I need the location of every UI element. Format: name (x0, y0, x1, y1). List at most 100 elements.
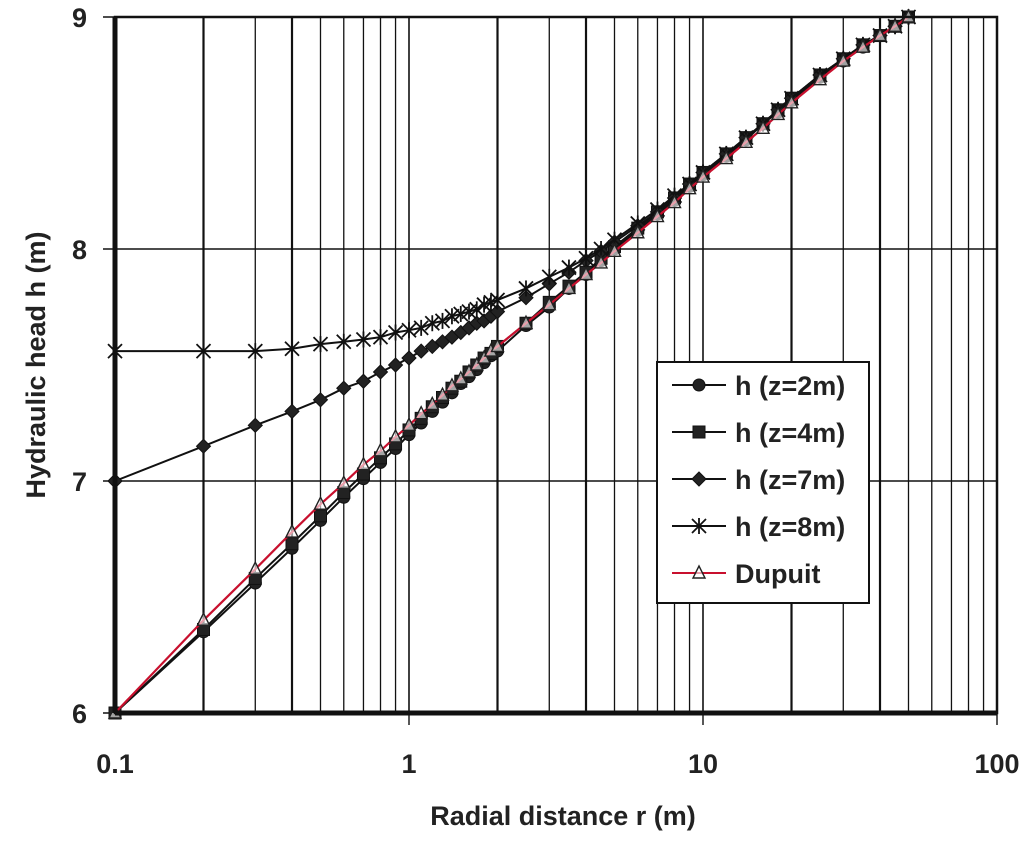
triangle-marker (542, 296, 557, 311)
triangle-marker (561, 279, 577, 295)
diamond-marker (424, 338, 440, 355)
triangle-marker (578, 265, 594, 281)
legend-label: h (z=2m) (735, 371, 845, 401)
asterisk-marker (593, 241, 609, 257)
diamond-marker (518, 290, 534, 306)
asterisk-marker (355, 331, 372, 348)
legend-label: h (z=7m) (735, 465, 845, 495)
y-tick-label: 7 (72, 467, 87, 497)
triangle-marker (414, 405, 429, 420)
triangle-marker (388, 428, 403, 443)
triangle-marker (444, 377, 460, 392)
asterisk-marker (387, 324, 404, 341)
asterisk-marker (195, 343, 212, 360)
asterisk-marker (284, 340, 300, 357)
triangle-marker (855, 38, 871, 53)
asterisk-marker (401, 322, 417, 339)
triangle-marker (667, 194, 682, 209)
triangle-marker (490, 337, 505, 353)
triangle-marker (248, 560, 263, 575)
triangle-marker (461, 363, 477, 378)
triangle-marker (872, 26, 888, 42)
triangle-marker (607, 242, 622, 258)
asterisk-marker (247, 343, 263, 360)
y-tick-label: 6 (72, 699, 87, 729)
legend-box (656, 361, 870, 604)
triangle-marker (373, 442, 388, 457)
triangle-marker (518, 314, 534, 329)
triangle-marker (738, 133, 754, 148)
x-tick-label: 100 (974, 749, 1019, 779)
triangle-marker (313, 495, 328, 510)
triangle-marker (435, 386, 450, 401)
series-line (115, 16, 910, 353)
asterisk-marker (561, 259, 577, 276)
triangle-marker (630, 224, 645, 239)
diamond-marker (691, 471, 707, 487)
legend-item: Dupuit (672, 559, 820, 589)
legend: h (z=2m) h (z=4m) h (z=7m) h (z=8m) Dupuit (656, 361, 870, 604)
diamond-marker (284, 403, 300, 420)
series-h-z-8m- (107, 9, 917, 360)
legend-label: h (z=8m) (735, 512, 845, 542)
asterisk-marker (444, 308, 460, 325)
legend-item: h (z=7m) (672, 465, 845, 495)
y-axis-title: Hydraulic head h (m) (21, 231, 51, 498)
triangle-marker (719, 149, 734, 165)
triangle-marker (695, 168, 711, 183)
triangle-marker (284, 523, 300, 538)
asterisk-marker (413, 319, 429, 336)
triangle-marker (453, 370, 468, 385)
asterisk-marker (424, 315, 440, 332)
diamond-marker (247, 417, 263, 434)
legend-item: h (z=8m) (672, 512, 845, 542)
asterisk-marker (336, 333, 352, 350)
asterisk-marker (518, 280, 534, 297)
asterisk-marker (489, 292, 506, 309)
triangle-marker (593, 254, 609, 269)
legend-item: h (z=2m) (672, 371, 845, 401)
y-tick-label: 9 (72, 3, 87, 33)
diamond-marker (355, 373, 372, 389)
triangle-marker (425, 395, 440, 411)
triangle-marker (755, 119, 771, 135)
diamond-marker (401, 350, 417, 366)
triangle-marker (336, 474, 351, 490)
triangle-marker (682, 180, 697, 195)
x-tick-label: 0.1 (96, 749, 134, 779)
diamond-marker (387, 357, 404, 373)
triangle-marker (770, 105, 786, 121)
diamond-marker (372, 364, 389, 380)
diamond-marker (413, 343, 429, 359)
y-tick-label: 8 (72, 235, 87, 265)
x-tick-label: 1 (401, 749, 416, 779)
legend-label: Dupuit (735, 559, 820, 589)
triangle-marker (469, 356, 484, 371)
x-tick-labels: 0.1 1 10 100 (96, 749, 1019, 779)
square-marker (285, 537, 299, 551)
x-axis-title: Radial distance r (m) (430, 801, 696, 831)
triangle-marker (650, 207, 665, 223)
asterisk-marker (541, 268, 557, 285)
triangle-marker (836, 52, 851, 67)
diamond-marker (336, 380, 352, 396)
triangle-marker (691, 564, 707, 579)
legend-item: h (z=4m) (672, 418, 845, 448)
triangle-marker (476, 349, 492, 364)
asterisk-marker (469, 301, 485, 318)
triangle-marker (887, 17, 903, 32)
asterisk-marker (691, 518, 707, 534)
triangle-marker (196, 611, 211, 626)
triangle-marker (784, 94, 799, 109)
legend-label: h (z=4m) (735, 418, 845, 448)
diamond-marker (195, 438, 212, 454)
triangle-marker (401, 416, 417, 432)
diamond-marker (489, 303, 506, 320)
circle-marker (692, 378, 706, 392)
triangle-marker (812, 71, 828, 86)
square-marker (313, 509, 327, 523)
asterisk-marker (578, 250, 594, 267)
asterisk-marker (312, 336, 329, 353)
diamond-marker (312, 392, 329, 408)
